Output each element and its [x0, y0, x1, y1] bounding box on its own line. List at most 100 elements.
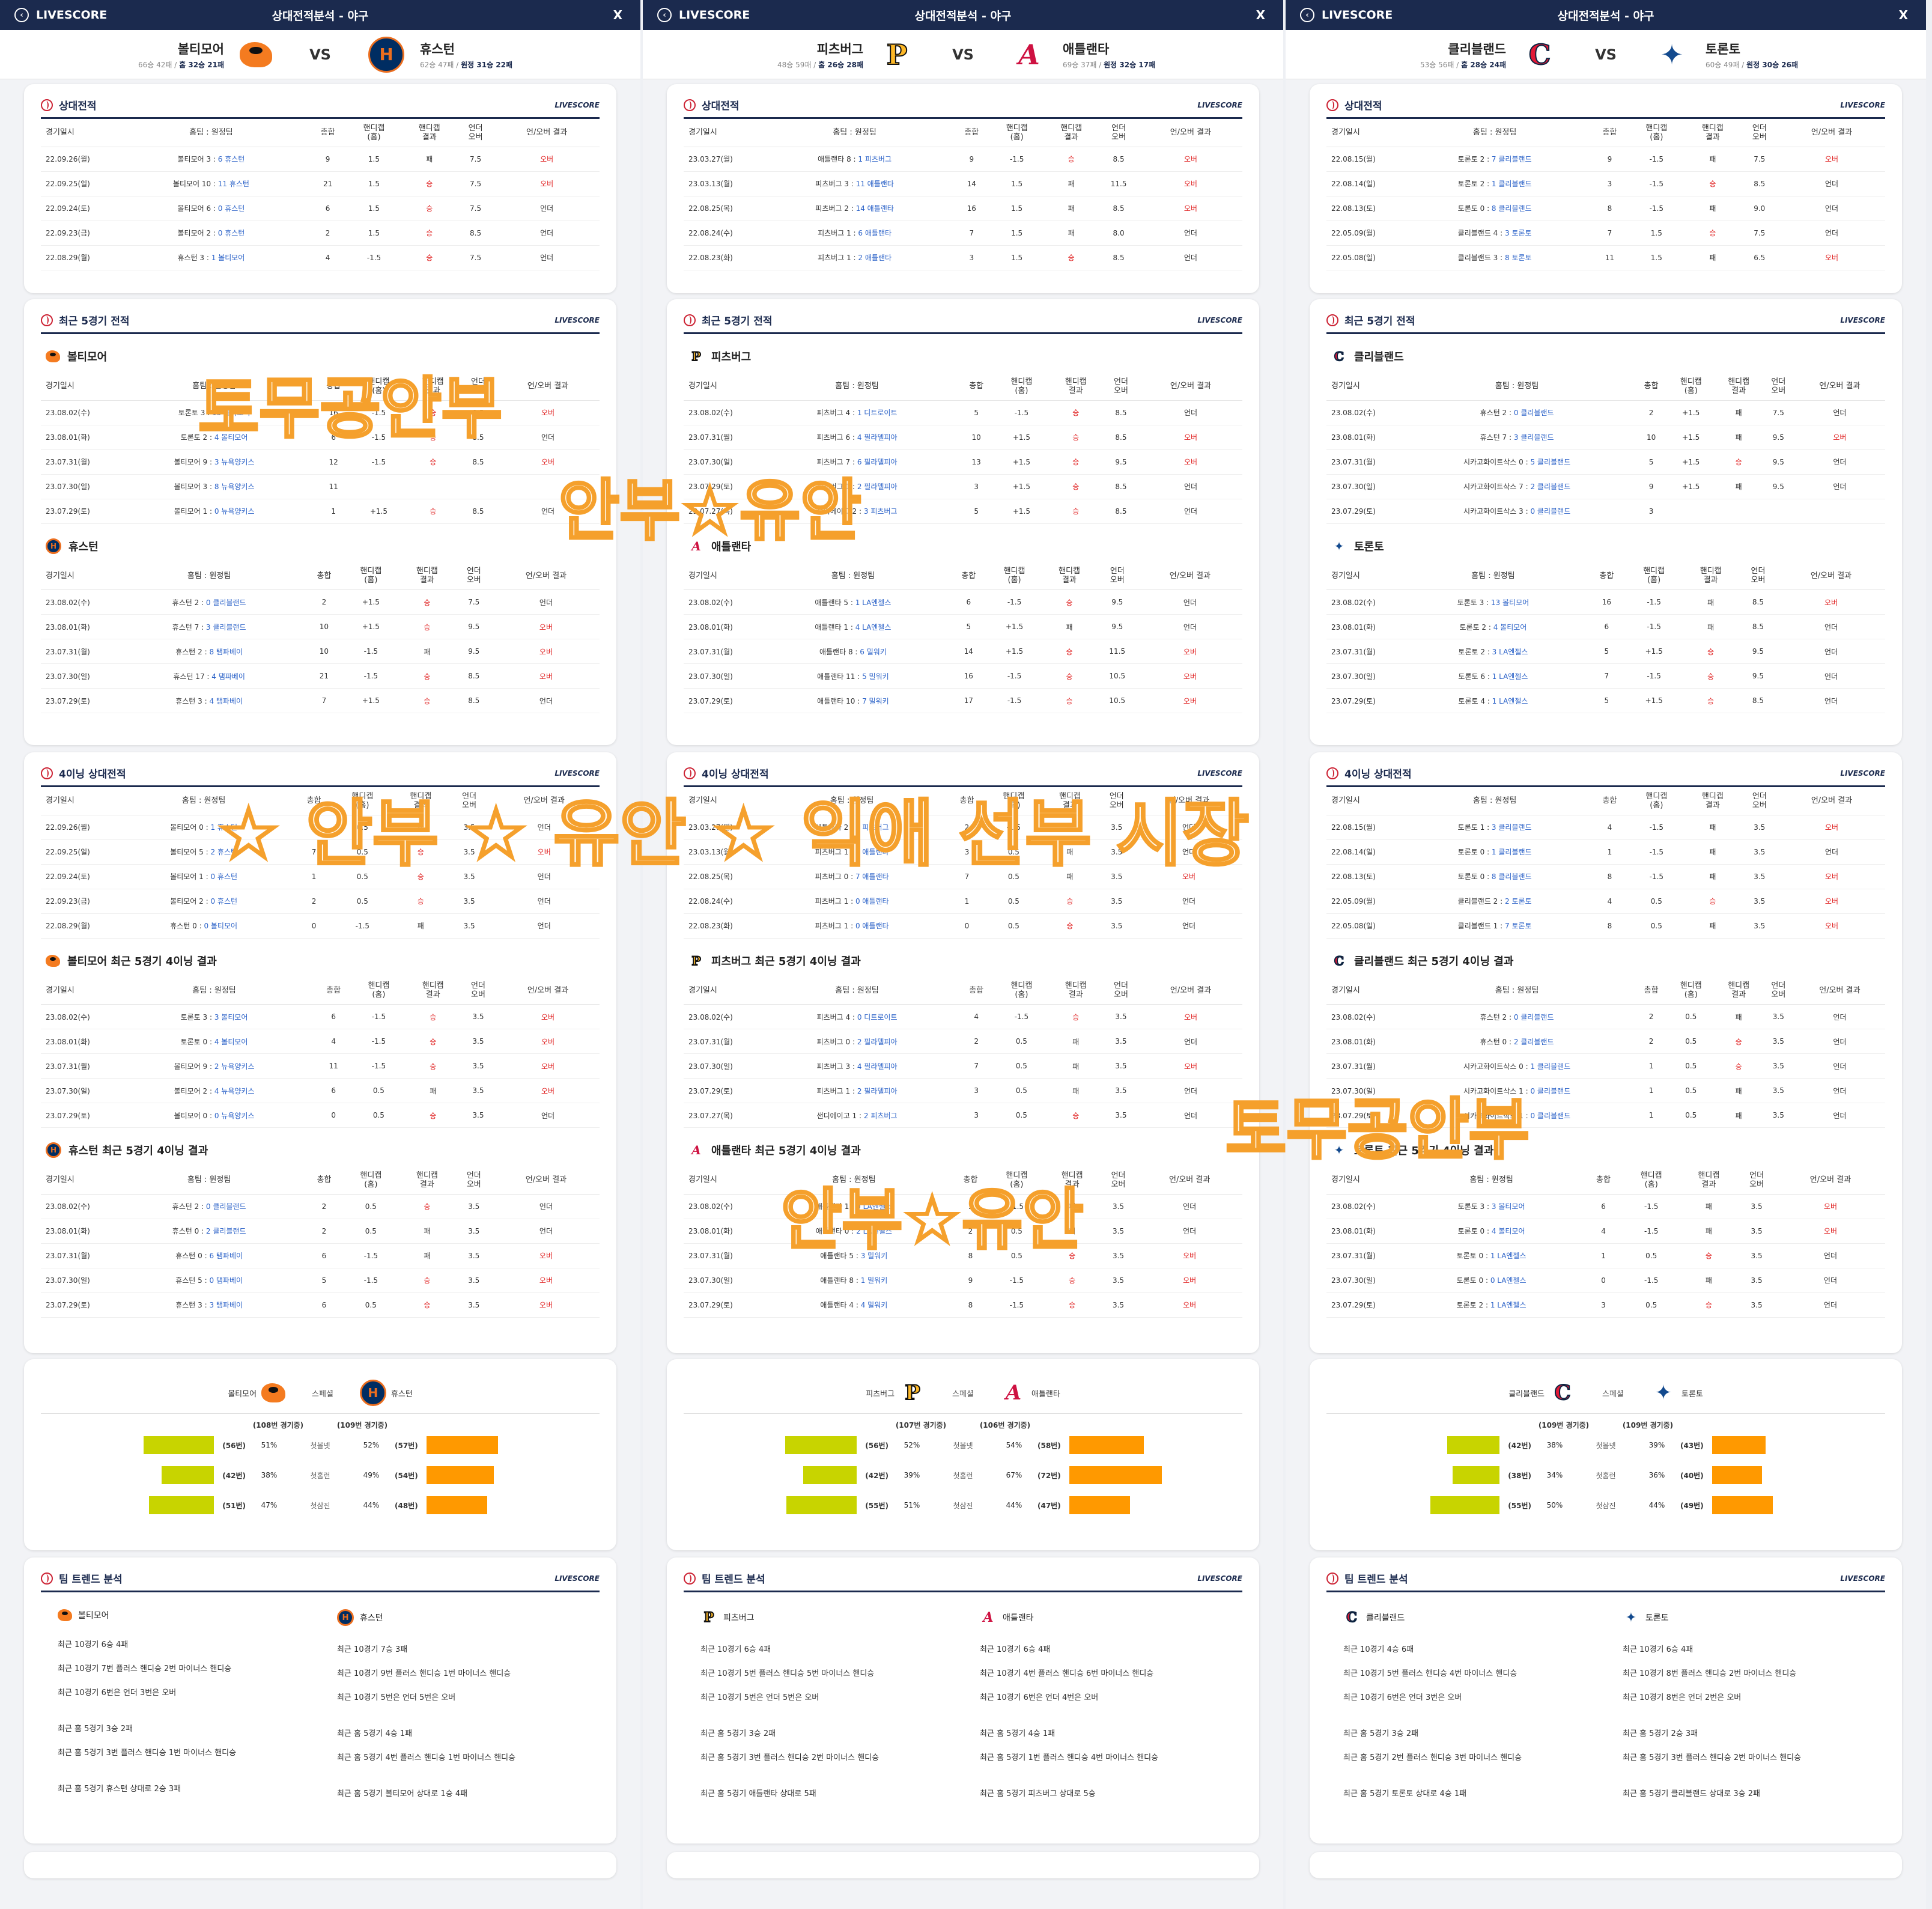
table-row[interactable]: 23.07.31(월) 피츠버그 0 : 2 필라델피아 2 0.5 패 3.5 언더 — [684, 1029, 1242, 1054]
livescore-back-button[interactable]: ‹ LIVESCORE — [14, 8, 107, 22]
table-row[interactable]: 23.07.31(월) 휴스턴 0 : 6 탬파베이 6 -1.5 패 3.5 오버 — [41, 1243, 600, 1268]
table-row[interactable]: 22.08.13(토) 토론토 0 : 8 클리블랜드 8 -1.5 패 3.5 오버 — [1326, 864, 1885, 889]
table-row[interactable]: 23.08.02(수) 토론토 3 : 13 볼티모어 16 -1.5 패 8.5 오버 — [1326, 589, 1885, 615]
table-row[interactable]: 23.07.29(토) 애틀랜타 4 : 4 밀워키 8 -1.5 승 3.5 오버 — [684, 1292, 1242, 1318]
table-row[interactable]: 23.08.01(화) 토론토 2 : 4 볼티모어 6 -1.5 승 8.5 언더 — [41, 425, 600, 450]
table-row[interactable]: 23.07.29(토) 피츠버그 1 : 2 필라델피아 3 0.5 패 3.5 언더 — [684, 1078, 1242, 1103]
table-row[interactable]: 23.07.30(일) 애틀랜타 11 : 5 밀워키 16 -1.5 승 10.5 오버 — [684, 663, 1242, 689]
table-row[interactable]: 23.03.13(월) 피츠버그 3 : 11 애틀랜타 14 1.5 패 11.5 오버 — [684, 171, 1242, 196]
table-row[interactable]: 22.08.25(목) 피츠버그 2 : 14 애틀랜타 16 1.5 패 8.5 오버 — [684, 196, 1242, 221]
close-button[interactable]: X — [613, 8, 622, 22]
home-team[interactable]: 클리블랜드 53승 56패 / 홈 28승 24패 C — [1286, 37, 1558, 73]
table-row[interactable]: 23.07.29(토) 시카고화이트삭스 1 : 0 클리블랜드 1 0.5 패 3.5 언… — [1326, 1103, 1885, 1128]
table-row[interactable]: 23.08.01(화) 애틀랜타 1 : 4 LA엔젤스 5 +1.5 패 9.5 언더 — [684, 614, 1242, 639]
table-row[interactable]: 23.08.02(수) 휴스턴 2 : 0 클리블랜드 2 0.5 승 3.5 언더 — [41, 1194, 600, 1219]
table-row[interactable]: 23.07.30(일) 시카고화이트삭스 1 : 0 클리블랜드 1 0.5 패 3.5 언… — [1326, 1078, 1885, 1103]
livescore-back-button[interactable]: ‹ LIVESCORE — [657, 8, 750, 22]
away-team[interactable]: A 애틀랜타 69승 37패 / 원정 32승 17패 — [1011, 37, 1283, 73]
table-row[interactable]: 22.09.25(일) 볼티모어 5 : 2 휴스턴 7 0.5 승 3.5 오버 — [41, 839, 600, 865]
table-row[interactable]: 23.07.29(토) 휴스턴 3 : 3 탬파베이 6 0.5 승 3.5 오버 — [41, 1292, 600, 1318]
table-row[interactable]: 22.09.23(금) 볼티모어 2 : 0 휴스턴 2 1.5 승 8.5 언더 — [41, 221, 600, 246]
table-row[interactable]: 23.07.30(일) 토론토 6 : 1 LA엔젤스 7 -1.5 승 9.5 언더 — [1326, 663, 1885, 689]
table-row[interactable]: 23.08.02(수) 토론토 3 : 3 볼티모어 6 -1.5 승 3.5 오버 — [41, 1004, 600, 1029]
table-row[interactable]: 22.08.23(화) 피츠버그 1 : 0 애틀랜타 0 0.5 승 3.5 언더 — [684, 913, 1242, 939]
table-row[interactable]: 22.05.09(월) 클리블랜드 2 : 2 토론토 4 0.5 승 3.5 오버 — [1326, 889, 1885, 914]
table-row[interactable]: 23.07.30(일) 애틀랜타 8 : 1 밀워키 9 -1.5 승 3.5 오버 — [684, 1268, 1242, 1293]
table-row[interactable]: 23.08.02(수) 토론토 3 : 13 볼티모어 16 -1.5 승 8.5 오버 — [41, 400, 600, 425]
home-team[interactable]: 볼티모어 66승 42패 / 홈 32승 21패 — [0, 40, 272, 70]
table-row[interactable]: 23.07.30(일) 시카고화이트삭스 7 : 2 클리블랜드 9 +1.5 패 9.5… — [1326, 474, 1885, 499]
table-row[interactable]: 23.08.01(화) 애틀랜타 0 : 2 LA엔젤스 2 0.5 패 3.5 언더 — [684, 1219, 1242, 1244]
table-row[interactable]: 23.07.30(일) 휴스턴 5 : 0 탬파베이 5 -1.5 승 3.5 오버 — [41, 1268, 600, 1293]
table-row[interactable]: 22.05.09(월) 클리블랜드 4 : 3 토론토 7 1.5 승 7.5 언더 — [1326, 221, 1885, 246]
away-team[interactable]: ✦ 토론토 60승 49패 / 원정 30승 26패 — [1654, 37, 1926, 73]
table-row[interactable]: 22.08.15(월) 토론토 2 : 7 클리블랜드 9 -1.5 패 7.5 오버 — [1326, 147, 1885, 172]
table-row[interactable]: 23.03.13(월) 피츠버그 1 : 2 애틀랜타 3 0.5 패 3.5 언더 — [684, 839, 1242, 865]
table-row[interactable]: 22.08.24(수) 피츠버그 1 : 0 애틀랜타 1 0.5 승 3.5 언더 — [684, 889, 1242, 914]
table-row[interactable]: 23.07.30(일) 피츠버그 3 : 4 필라델피아 7 0.5 패 3.5 오버 — [684, 1053, 1242, 1079]
table-row[interactable]: 23.07.30(일) 휴스턴 17 : 4 탬파베이 21 -1.5 승 8.5 오버 — [41, 663, 600, 689]
table-row[interactable]: 23.08.01(화) 휴스턴 7 : 3 클리블랜드 10 +1.5 패 9.5 오버 — [1326, 425, 1885, 450]
table-row[interactable]: 23.08.02(수) 토론토 3 : 3 볼티모어 6 -1.5 패 3.5 오버 — [1326, 1194, 1885, 1219]
table-row[interactable]: 23.08.02(수) 휴스턴 2 : 0 클리블랜드 2 +1.5 패 7.5 언더 — [1326, 400, 1885, 425]
table-row[interactable]: 22.09.23(금) 볼티모어 2 : 0 휴스턴 2 0.5 승 3.5 언더 — [41, 889, 600, 914]
table-row[interactable]: 23.07.29(토) 피츠버그 1 : 2 필라델피아 3 +1.5 승 8.5 언더 — [684, 474, 1242, 499]
table-row[interactable]: 23.07.30(일) 피츠버그 7 : 6 필라델피아 13 +1.5 승 9.5 오버 — [684, 449, 1242, 475]
table-row[interactable]: 23.07.30(일) 볼티모어 2 : 4 뉴욕양키스 6 0.5 패 3.5 오버 — [41, 1078, 600, 1103]
table-row[interactable]: 22.09.24(토) 볼티모어 6 : 0 휴스턴 6 1.5 승 7.5 언더 — [41, 196, 600, 221]
close-button[interactable]: X — [1256, 8, 1265, 22]
table-row[interactable]: 23.07.31(월) 애틀랜타 8 : 6 밀워키 14 +1.5 승 11.5 오버 — [684, 639, 1242, 664]
table-row[interactable]: 22.08.29(월) 휴스턴 3 : 1 볼티모어 4 -1.5 승 7.5 언더 — [41, 245, 600, 270]
table-row[interactable]: 23.07.29(토) 애틀랜타 10 : 7 밀워키 17 -1.5 승 10.5 오버 — [684, 688, 1242, 713]
table-row[interactable]: 23.08.01(화) 휴스턴 7 : 3 클리블랜드 10 +1.5 승 9.5 오버 — [41, 614, 600, 639]
table-row[interactable]: 23.08.02(수) 피츠버그 4 : 0 디트로이트 4 -1.5 승 3.5 오버 — [684, 1004, 1242, 1029]
table-row[interactable]: 22.08.15(월) 토론토 1 : 3 클리블랜드 4 -1.5 패 3.5 오버 — [1326, 815, 1885, 840]
table-row[interactable]: 23.07.29(토) 볼티모어 1 : 0 뉴욕양키스 1 +1.5 승 8.5 언더 — [41, 499, 600, 524]
table-row[interactable]: 23.08.02(수) 휴스턴 2 : 0 클리블랜드 2 0.5 패 3.5 언더 — [1326, 1004, 1885, 1029]
table-row[interactable]: 23.07.31(월) 시카고화이트삭스 0 : 5 클리블랜드 5 +1.5 승 9.5… — [1326, 449, 1885, 475]
table-row[interactable]: 22.09.26(월) 볼티모어 0 : 1 휴스턴 1 0.5 패 3.5 언더 — [41, 815, 600, 840]
table-row[interactable]: 23.07.31(월) 토론토 0 : 1 LA엔젤스 1 0.5 승 3.5 언더 — [1326, 1243, 1885, 1268]
table-row[interactable]: 23.07.27(목) 샌디에이고 2 : 3 피츠버그 5 +1.5 승 8.5 언더 — [684, 499, 1242, 524]
close-button[interactable]: X — [1898, 8, 1908, 22]
table-row[interactable]: 23.03.27(월) 애틀랜타 8 : 1 피츠버그 9 -1.5 승 8.5 오버 — [684, 147, 1242, 172]
table-row[interactable]: 23.08.02(수) 피츠버그 4 : 1 디트로이트 5 -1.5 승 8.5 언더 — [684, 400, 1242, 425]
table-row[interactable]: 23.08.01(화) 휴스턴 0 : 2 클리블랜드 2 0.5 승 3.5 언더 — [1326, 1029, 1885, 1054]
table-row[interactable]: 22.08.13(토) 토론토 0 : 8 클리블랜드 8 -1.5 패 9.0 언더 — [1326, 196, 1885, 221]
table-row[interactable]: 22.08.23(화) 피츠버그 1 : 2 애틀랜타 3 1.5 승 8.5 언더 — [684, 245, 1242, 270]
table-row[interactable]: 23.07.31(월) 시카고화이트삭스 0 : 1 클리블랜드 1 0.5 승 3.5 언… — [1326, 1053, 1885, 1079]
livescore-back-button[interactable]: ‹ LIVESCORE — [1300, 8, 1393, 22]
table-row[interactable]: 22.08.14(일) 토론토 0 : 1 클리블랜드 1 -1.5 패 3.5 언더 — [1326, 839, 1885, 865]
table-row[interactable]: 22.08.25(목) 피츠버그 0 : 7 애틀랜타 7 0.5 패 3.5 오버 — [684, 864, 1242, 889]
table-row[interactable]: 23.08.01(화) 토론토 0 : 4 볼티모어 4 -1.5 승 3.5 오버 — [41, 1029, 600, 1054]
table-row[interactable]: 23.07.31(월) 토론토 2 : 3 LA엔젤스 5 +1.5 승 9.5 언더 — [1326, 639, 1885, 664]
table-row[interactable]: 23.07.29(토) 볼티모어 0 : 0 뉴욕양키스 0 0.5 승 3.5 언더 — [41, 1103, 600, 1128]
table-row[interactable]: 23.07.29(토) 토론토 4 : 1 LA엔젤스 5 +1.5 승 8.5 언더 — [1326, 688, 1885, 713]
table-row[interactable]: 23.07.31(월) 애틀랜타 5 : 3 밀워키 8 0.5 승 3.5 오버 — [684, 1243, 1242, 1268]
table-row[interactable]: 23.07.29(토) 토론토 2 : 1 LA엔젤스 3 0.5 승 3.5 언더 — [1326, 1292, 1885, 1318]
table-row[interactable]: 23.07.31(월) 휴스턴 2 : 8 탬파베이 10 -1.5 패 9.5 오버 — [41, 639, 600, 664]
table-row[interactable]: 22.09.26(월) 볼티모어 3 : 6 휴스턴 9 1.5 패 7.5 오버 — [41, 147, 600, 172]
table-row[interactable]: 22.09.24(토) 볼티모어 1 : 0 휴스턴 1 0.5 승 3.5 언더 — [41, 864, 600, 889]
table-row[interactable]: 23.07.30(일) 볼티모어 3 : 8 뉴욕양키스 11 — [41, 474, 600, 499]
table-row[interactable]: 23.07.31(월) 볼티모어 9 : 2 뉴욕양키스 11 -1.5 승 3.5 오버 — [41, 1053, 600, 1079]
table-row[interactable]: 23.07.31(월) 볼티모어 9 : 3 뉴욕양키스 12 -1.5 승 8.5 오버 — [41, 449, 600, 475]
table-row[interactable]: 22.09.25(일) 볼티모어 10 : 11 휴스턴 21 1.5 승 7.5 오버 — [41, 171, 600, 196]
table-row[interactable]: 23.03.27(월) 애틀랜타 2 : 0 피츠버그 2 -1.5 승 3.5 언더 — [684, 815, 1242, 840]
table-row[interactable]: 22.05.08(일) 클리블랜드 1 : 7 토론토 8 0.5 패 3.5 오버 — [1326, 913, 1885, 939]
table-row[interactable]: 23.08.01(화) 토론토 2 : 4 볼티모어 6 -1.5 패 8.5 언더 — [1326, 614, 1885, 639]
table-row[interactable]: 22.05.08(일) 클리블랜드 3 : 8 토론토 11 1.5 패 6.5 오버 — [1326, 245, 1885, 270]
table-row[interactable]: 22.08.14(일) 토론토 2 : 1 클리블랜드 3 -1.5 승 8.5 언더 — [1326, 171, 1885, 196]
table-row[interactable]: 23.08.02(수) 애틀랜타 5 : 1 LA엔젤스 6 -1.5 승 9.5 언더 — [684, 589, 1242, 615]
table-row[interactable]: 23.08.02(수) 애틀랜타 1 : 0 LA엔젤스 1 -1.5 패 3.5 언더 — [684, 1194, 1242, 1219]
away-team[interactable]: H 휴스턴 62승 47패 / 원정 31승 22패 — [368, 36, 640, 73]
table-row[interactable]: 23.07.27(목) 샌디에이고 1 : 2 피츠버그 3 0.5 승 3.5 언더 — [684, 1103, 1242, 1128]
table-row[interactable]: 23.07.29(토) 시카고화이트삭스 3 : 0 클리블랜드 3 — [1326, 499, 1885, 524]
table-row[interactable]: 23.08.01(화) 토론토 0 : 4 볼티모어 4 -1.5 패 3.5 오버 — [1326, 1219, 1885, 1244]
table-row[interactable]: 23.07.30(일) 토론토 0 : 0 LA엔젤스 0 -1.5 패 3.5 언더 — [1326, 1268, 1885, 1293]
table-row[interactable]: 23.08.02(수) 휴스턴 2 : 0 클리블랜드 2 +1.5 승 7.5 언더 — [41, 589, 600, 615]
table-row[interactable]: 22.08.24(수) 피츠버그 1 : 6 애틀랜타 7 1.5 패 8.0 언더 — [684, 221, 1242, 246]
table-row[interactable]: 22.08.29(월) 휴스턴 0 : 0 볼티모어 0 -1.5 패 3.5 언더 — [41, 913, 600, 939]
home-team[interactable]: 피츠버그 48승 59패 / 홈 26승 28패 P — [643, 37, 915, 73]
table-row[interactable]: 23.08.01(화) 휴스턴 0 : 2 클리블랜드 2 0.5 패 3.5 언더 — [41, 1219, 600, 1244]
